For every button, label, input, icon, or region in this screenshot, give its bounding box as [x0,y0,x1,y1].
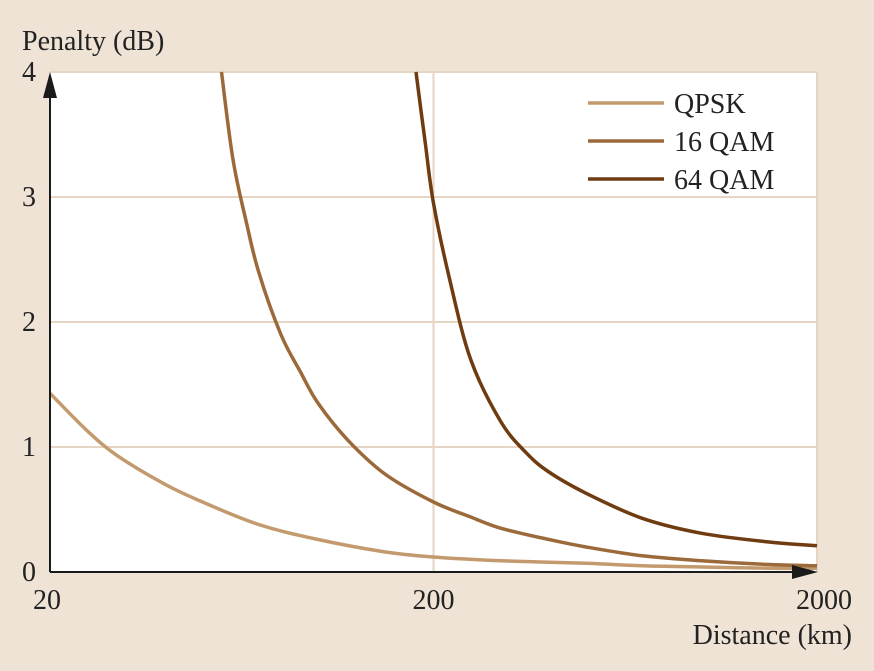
y-tick-label-4: 4 [22,57,36,88]
series-line-2 [414,71,818,548]
tick-labels: 0 1 2 3 4 20 200 2000 [22,57,852,616]
x-tick-label-0: 20 [33,585,61,616]
series-layer [48,71,818,571]
legend: QPSK 16 QAM 64 QAM [588,89,774,196]
axes [43,72,818,579]
y-tick-label-0: 0 [22,557,36,588]
x-axis-label: Distance (km) [693,620,852,651]
x-tick-label-2: 2000 [796,585,852,616]
y-axis-arrow [43,72,57,98]
x-axis-arrow [792,565,818,579]
legend-label-0: QPSK [674,89,746,120]
legend-label-1: 16 QAM [674,127,774,158]
series-line-1 [219,71,818,568]
series-line-0 [48,392,818,571]
y-tick-label-3: 3 [22,182,36,213]
y-tick-label-1: 1 [22,432,36,463]
y-tick-label-2: 2 [22,307,36,338]
y-axis-label: Penalty (dB) [22,26,164,57]
x-tick-label-1: 200 [413,585,455,616]
legend-label-2: 64 QAM [674,165,774,196]
